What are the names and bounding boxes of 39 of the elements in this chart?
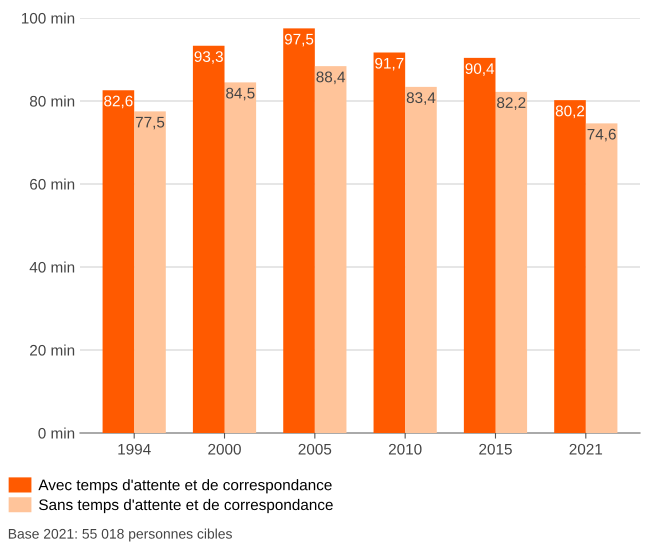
legend-label: Sans temps d'attente et de correspondance (39, 498, 333, 514)
y-tick-label: 40 min (30, 261, 74, 273)
data-label: 83,4 (406, 92, 436, 105)
x-tick-label: 2021 (570, 444, 602, 455)
legend-label: Avec temps d'attente et de correspondance (38, 479, 332, 494)
bar (283, 28, 315, 433)
y-tick-label: 0 min (38, 427, 74, 439)
y-tick-label: 100 min (22, 12, 74, 24)
data-label: 74,6 (588, 128, 616, 142)
bar (374, 52, 406, 433)
x-tick-label: 2015 (479, 444, 512, 455)
data-label: 93,3 (194, 51, 223, 64)
data-label: 97,5 (284, 34, 314, 46)
data-label: 77,5 (136, 116, 164, 130)
y-tick-label: 60 min (30, 178, 74, 190)
data-label: 82,6 (104, 96, 133, 108)
bar (405, 86, 437, 433)
data-label: 84,5 (226, 88, 255, 100)
y-tick-label: 80 min (30, 95, 74, 107)
x-tick-label: 2000 (208, 444, 241, 455)
bar (464, 58, 496, 433)
bar (134, 111, 166, 433)
x-tick-label: 2005 (298, 444, 332, 455)
text: Base 2021: 55 018 personnes cibles (8, 528, 232, 542)
bar (314, 66, 346, 433)
data-label: 91,7 (375, 58, 404, 70)
data-label: 82,2 (497, 97, 526, 110)
bar (586, 123, 618, 433)
bar (554, 100, 586, 433)
bar (224, 82, 256, 433)
data-label: 88,4 (316, 72, 346, 84)
x-tick-label: 2010 (388, 444, 422, 455)
bar (495, 92, 528, 433)
bar (192, 46, 225, 433)
y-tick-label: 20 min (30, 344, 74, 356)
data-label: 90,4 (466, 63, 494, 76)
data-label: 80,2 (556, 106, 584, 118)
bar (102, 90, 134, 433)
x-tick-label: 1994 (118, 444, 151, 455)
